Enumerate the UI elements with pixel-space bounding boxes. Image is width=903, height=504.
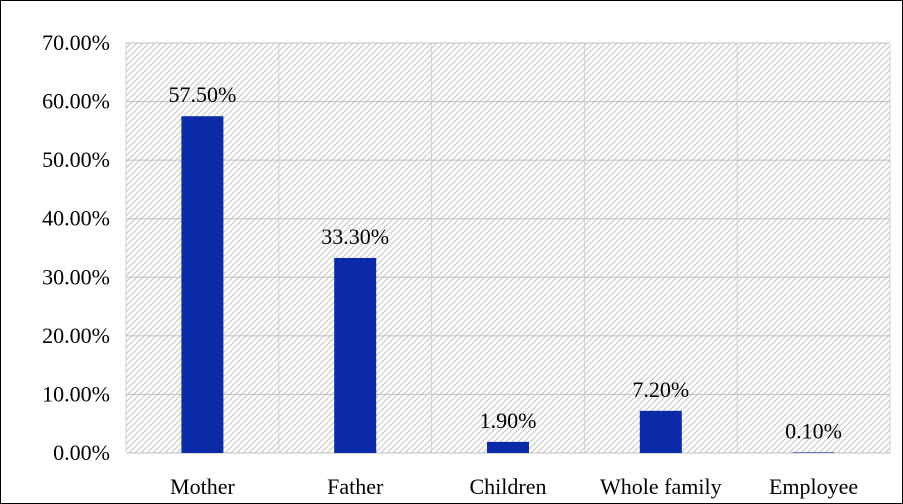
y-tick-label: 30.00%: [42, 264, 110, 289]
data-label: 0.10%: [785, 418, 842, 443]
x-tick-label: Children: [470, 474, 547, 499]
x-tick-label: Father: [327, 474, 384, 499]
y-tick-label: 10.00%: [42, 381, 110, 406]
data-label: 33.30%: [321, 224, 389, 249]
bar-whole-family: [639, 410, 682, 453]
y-axis: 0.00% 10.00% 20.00% 30.00% 40.00% 50.00% 60.00…: [42, 30, 110, 465]
x-axis: Mother Father Children Whole family Employee: [170, 474, 858, 499]
gridlines: [125, 42, 891, 454]
x-tick-label: Whole family: [600, 474, 722, 499]
bar-children: [487, 441, 529, 453]
y-tick-label: 20.00%: [42, 323, 110, 348]
plot-area: [126, 43, 890, 453]
data-labels: 57.50% 33.30% 1.90% 7.20% 0.10%: [168, 82, 842, 443]
data-label: 57.50%: [168, 82, 236, 107]
bar-employee: [792, 452, 835, 453]
bar-mother: [181, 116, 224, 453]
data-label: 7.20%: [632, 377, 689, 402]
y-tick-label: 0.00%: [53, 440, 110, 465]
bar-father: [334, 257, 377, 453]
y-tick-label: 50.00%: [42, 147, 110, 172]
y-tick-label: 70.00%: [42, 30, 110, 55]
y-tick-label: 40.00%: [42, 206, 110, 231]
x-tick-label: Employee: [769, 474, 858, 499]
data-label: 1.90%: [480, 408, 537, 433]
y-tick-label: 60.00%: [42, 89, 110, 114]
x-tick-label: Mother: [170, 474, 235, 499]
bars: [181, 116, 835, 453]
